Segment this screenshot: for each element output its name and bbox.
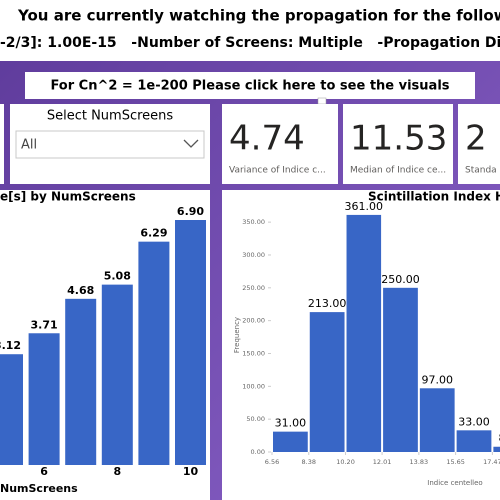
card-value: 11.53: [350, 119, 447, 159]
bar: [101, 284, 133, 465]
bar: [419, 388, 455, 452]
x-tick-label: 8.38: [302, 458, 316, 466]
x-tick-label: 8: [113, 465, 121, 478]
bar: [456, 430, 492, 452]
x-tick-label: 12.01: [373, 458, 392, 466]
x-tick-label: 10: [183, 465, 199, 478]
header-line: -2/3]: 1.00E-15 -Number of Screens: Mult…: [0, 35, 500, 51]
bar: [65, 298, 97, 465]
slicer-dropdown[interactable]: [15, 130, 205, 159]
card-value: 4.74: [229, 119, 305, 159]
card: [343, 104, 453, 184]
data-label: 8.00: [499, 432, 500, 445]
header-panel: [0, 0, 500, 61]
header-line: You are currently watching the propagati…: [17, 7, 500, 25]
y-tick-label: 50.00: [246, 415, 265, 423]
data-label: 213.00: [308, 297, 347, 310]
card: [458, 104, 500, 184]
x-tick-label: 13.83: [410, 458, 429, 466]
dropdown-arrow[interactable]: [183, 139, 199, 148]
handle: [317, 97, 327, 105]
bar: [28, 333, 60, 465]
y-tick-label: 350.00: [242, 218, 265, 226]
data-label: 3.71: [31, 318, 58, 331]
card-label: Variance of Indice c...: [229, 166, 326, 176]
data-label: 4.68: [67, 284, 94, 297]
slicer-title: Select NumScreens: [47, 109, 174, 124]
x-tick-label: 17.47: [483, 458, 500, 466]
bar: [493, 446, 500, 452]
bar: [309, 312, 345, 452]
card: [222, 104, 338, 184]
y-tick-label: 300.00: [242, 251, 265, 259]
bar: [0, 354, 23, 465]
card-label: Standa: [465, 166, 497, 176]
data-label: 5.08: [104, 270, 131, 283]
data-label: 361.00: [345, 200, 384, 213]
y-tick-label: 100.00: [242, 382, 265, 390]
data-label: 33.00: [458, 415, 490, 428]
bar: [175, 220, 206, 465]
y-axis-title: Frequency: [233, 317, 241, 353]
card-label: Median of Indice ce...: [350, 166, 446, 176]
x-axis-title: Indice centelleo: [427, 479, 482, 487]
x-tick-label: 10.20: [336, 458, 355, 466]
panel: [0, 104, 4, 184]
slicer-value[interactable]: All: [21, 138, 37, 153]
data-label: 6.29: [140, 227, 167, 240]
data-label: 31.00: [275, 417, 307, 430]
bar: [273, 431, 308, 452]
bar: [346, 214, 382, 452]
y-tick-label: 0.00: [251, 448, 265, 456]
data-label: 97.00: [421, 373, 453, 386]
x-tick-label: 6.56: [265, 458, 279, 466]
data-label: 3.12: [0, 339, 21, 352]
banner-text[interactable]: For Cn^2 = 1e-200 Please click here to s…: [50, 79, 449, 94]
chart-title: Scintillation Index His: [368, 190, 500, 204]
y-tick-label: 200.00: [242, 317, 265, 325]
data-label: 250.00: [381, 273, 420, 286]
bar: [138, 241, 170, 465]
data-label: 6.90: [177, 205, 204, 218]
y-tick-label: 150.00: [242, 349, 265, 357]
x-axis-title: NumScreens: [0, 482, 78, 495]
bar: [383, 287, 418, 452]
card-value: 2: [465, 119, 487, 159]
x-tick-label: 15.65: [446, 458, 465, 466]
banner-button[interactable]: [25, 72, 475, 99]
chart-title: e[s] by NumScreens: [0, 190, 136, 204]
x-tick-label: 6: [40, 465, 48, 478]
y-tick-label: 250.00: [242, 284, 265, 292]
